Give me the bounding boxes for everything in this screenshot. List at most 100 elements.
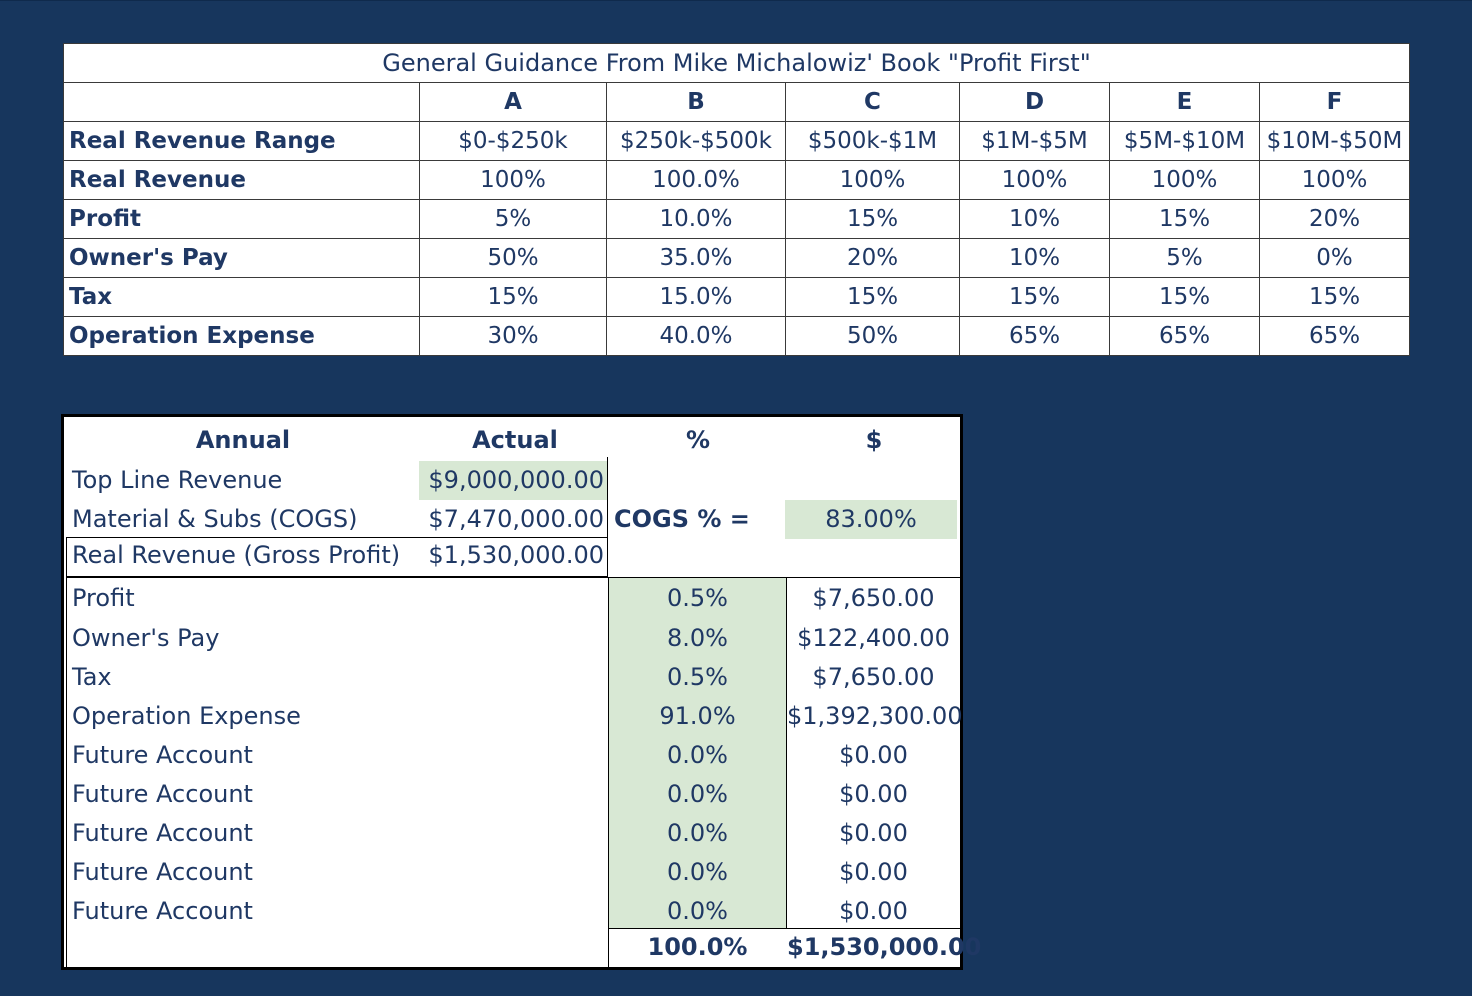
actual-header[interactable]: Actual <box>472 426 558 454</box>
real-revenue-value[interactable]: $1,530,000.00 <box>428 541 604 569</box>
allocation-label-tax[interactable]: Tax <box>72 663 112 691</box>
percent-input-column <box>609 578 786 928</box>
cell[interactable]: $10M-$50M <box>1259 121 1410 161</box>
row-label[interactable]: Owner's Pay <box>63 238 420 278</box>
allocation-label-future-5[interactable]: Future Account <box>72 897 253 925</box>
percent-header[interactable]: % <box>685 426 711 454</box>
column-header-f[interactable]: F <box>1259 82 1410 122</box>
cell[interactable]: 30% <box>419 316 607 356</box>
sheet-top-border <box>0 0 1472 1</box>
allocation-amount-future-2[interactable]: $0.00 <box>839 780 908 808</box>
row-label[interactable]: Operation Expense <box>63 316 420 356</box>
cogs-value[interactable]: $7,470,000.00 <box>428 505 604 533</box>
allocation-label-profit[interactable]: Profit <box>72 584 135 612</box>
cell[interactable]: 65% <box>1109 316 1260 356</box>
cell[interactable]: 20% <box>1259 199 1410 239</box>
cell[interactable]: 10.0% <box>606 199 786 239</box>
total-percent[interactable]: 100.0% <box>647 933 748 961</box>
annual-header[interactable]: Annual <box>195 426 291 454</box>
allocation-pct-future-4[interactable]: 0.0% <box>667 858 728 886</box>
allocation-label-operation-expense[interactable]: Operation Expense <box>72 702 301 730</box>
allocation-pct-operation-expense[interactable]: 91.0% <box>659 702 736 730</box>
allocation-pct-future-5[interactable]: 0.0% <box>667 897 728 925</box>
allocation-amount-operation-expense[interactable]: $1,392,300.00 <box>787 702 963 730</box>
header-corner-cell[interactable] <box>63 82 420 122</box>
allocation-amount-future-1[interactable]: $0.00 <box>839 741 908 769</box>
cell[interactable]: 100% <box>1259 160 1410 200</box>
allocation-amount-owners-pay[interactable]: $122,400.00 <box>797 624 950 652</box>
totals-top-border <box>608 928 960 929</box>
cell[interactable]: 5% <box>419 199 607 239</box>
cell[interactable]: 65% <box>1259 316 1410 356</box>
cell[interactable]: 35.0% <box>606 238 786 278</box>
cell[interactable]: 50% <box>785 316 960 356</box>
cogs-percent-label[interactable]: COGS % = <box>614 505 750 533</box>
allocation-amount-tax[interactable]: $7,650.00 <box>812 663 935 691</box>
cell[interactable]: 100% <box>1109 160 1260 200</box>
top-line-revenue-input[interactable]: $9,000,000.00 <box>419 461 608 500</box>
cell[interactable]: 10% <box>959 238 1110 278</box>
allocation-amount-future-4[interactable]: $0.00 <box>839 858 908 886</box>
column-header-d[interactable]: D <box>959 82 1110 122</box>
cell[interactable]: 100% <box>959 160 1110 200</box>
allocation-pct-future-2[interactable]: 0.0% <box>667 780 728 808</box>
cell[interactable]: 100% <box>419 160 607 200</box>
cell[interactable]: 65% <box>959 316 1110 356</box>
allocation-amount-future-3[interactable]: $0.00 <box>839 819 908 847</box>
cell[interactable]: 15% <box>1109 199 1260 239</box>
cell[interactable]: 15% <box>959 277 1110 317</box>
guidance-row-owners-pay: Owner's Pay 50% 35.0% 20% 10% 5% 0% <box>63 238 1410 278</box>
allocation-pct-future-1[interactable]: 0.0% <box>667 741 728 769</box>
column-header-b[interactable]: B <box>606 82 786 122</box>
cell[interactable]: 15% <box>785 199 960 239</box>
cell[interactable]: 15.0% <box>606 277 786 317</box>
column-header-a[interactable]: A <box>419 82 607 122</box>
allocation-label-future-4[interactable]: Future Account <box>72 858 253 886</box>
column-header-c[interactable]: C <box>785 82 960 122</box>
real-revenue-label[interactable]: Real Revenue (Gross Profit) <box>72 541 401 569</box>
top-line-revenue-label[interactable]: Top Line Revenue <box>72 466 283 494</box>
total-amount[interactable]: $1,530,000.00 <box>787 933 982 961</box>
allocation-pct-owners-pay[interactable]: 8.0% <box>667 624 728 652</box>
allocation-label-future-1[interactable]: Future Account <box>72 741 253 769</box>
cell[interactable]: $5M-$10M <box>1109 121 1260 161</box>
row-label[interactable]: Real Revenue <box>63 160 420 200</box>
cell[interactable]: $1M-$5M <box>959 121 1110 161</box>
row-label[interactable]: Tax <box>63 277 420 317</box>
cell[interactable]: 5% <box>1109 238 1260 278</box>
cell[interactable]: 10% <box>959 199 1110 239</box>
cell[interactable]: 100.0% <box>606 160 786 200</box>
profit-first-calculator: Annual Actual % $ Top Line Revenue $9,00… <box>61 414 982 970</box>
cell[interactable]: $250k-$500k <box>606 121 786 161</box>
profit-first-guidance-table: General Guidance From Mike Michalowiz' B… <box>63 43 1410 356</box>
cell[interactable]: 15% <box>1109 277 1260 317</box>
allocation-amount-profit[interactable]: $7,650.00 <box>812 584 935 612</box>
cell[interactable]: 20% <box>785 238 960 278</box>
cell[interactable]: 15% <box>1259 277 1410 317</box>
cell[interactable]: 0% <box>1259 238 1410 278</box>
cell[interactable]: 15% <box>785 277 960 317</box>
allocation-label-future-3[interactable]: Future Account <box>72 819 253 847</box>
guidance-column-header-row: A B C D E F <box>63 82 1410 122</box>
percent-column-left-border <box>608 577 609 967</box>
cogs-label[interactable]: Material & Subs (COGS) <box>72 505 358 533</box>
row-label[interactable]: Real Revenue Range <box>63 121 420 161</box>
column-header-e[interactable]: E <box>1109 82 1260 122</box>
allocation-pct-future-3[interactable]: 0.0% <box>667 819 728 847</box>
cell[interactable]: 15% <box>419 277 607 317</box>
cell[interactable]: $0-$250k <box>419 121 607 161</box>
allocation-pct-profit[interactable]: 0.5% <box>667 584 728 612</box>
allocation-label-future-2[interactable]: Future Account <box>72 780 253 808</box>
cell[interactable]: 50% <box>419 238 607 278</box>
guidance-row-operation-expense: Operation Expense 30% 40.0% 50% 65% 65% … <box>63 316 1410 356</box>
allocation-amount-future-5[interactable]: $0.00 <box>839 897 908 925</box>
cell[interactable]: 100% <box>785 160 960 200</box>
allocation-label-owners-pay[interactable]: Owner's Pay <box>72 624 220 652</box>
cogs-percent-value[interactable]: 83.00% <box>785 500 957 539</box>
guidance-title[interactable]: General Guidance From Mike Michalowiz' B… <box>63 43 1410 83</box>
cell[interactable]: 40.0% <box>606 316 786 356</box>
dollar-header[interactable]: $ <box>865 426 883 454</box>
row-label[interactable]: Profit <box>63 199 420 239</box>
cell[interactable]: $500k-$1M <box>785 121 960 161</box>
allocation-pct-tax[interactable]: 0.5% <box>667 663 728 691</box>
